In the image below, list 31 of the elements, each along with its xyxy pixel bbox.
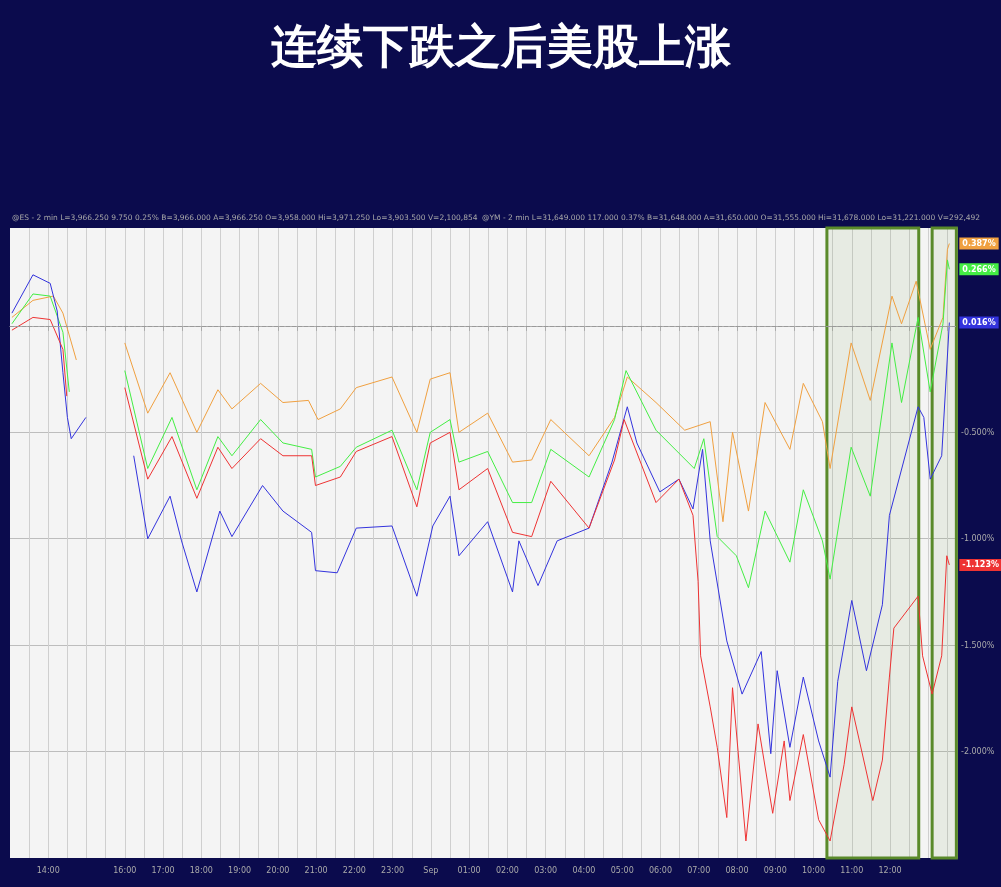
x-tick-label: Sep [423, 865, 439, 875]
x-tick-label: 14:00 [36, 865, 60, 875]
data-label: -1.123% [962, 560, 999, 570]
data-label: 0.016% [962, 318, 996, 327]
x-tick-label: 05:00 [610, 865, 634, 875]
data-label: 0.387% [962, 239, 996, 249]
x-tick-label: 06:00 [648, 865, 672, 875]
x-tick-label: 18:00 [189, 865, 213, 875]
x-tick-label: 03:00 [534, 865, 558, 875]
x-tick-label: 10:00 [801, 865, 826, 875]
y-tick-label: -1.000% [961, 534, 995, 544]
x-tick-label: 11:00 [840, 865, 864, 875]
x-tick-label: 01:00 [457, 865, 481, 875]
x-tick-label: 23:00 [381, 865, 405, 875]
y-tick-label: -0.500% [961, 427, 995, 437]
y-tick-label: -1.500% [961, 640, 995, 650]
x-tick-label: 16:00 [113, 865, 137, 875]
data-label: 0.266% [962, 264, 996, 274]
x-tick-label: 08:00 [725, 865, 749, 875]
x-tick-label: 22:00 [342, 865, 366, 875]
x-tick-label: 09:00 [763, 865, 787, 875]
x-tick-label: 12:00 [878, 865, 902, 875]
x-tick-label: 19:00 [228, 865, 252, 875]
x-tick-label: 20:00 [266, 865, 290, 875]
x-tick-label: 04:00 [572, 865, 596, 875]
x-tick-label: 21:00 [304, 865, 328, 875]
x-tick-label: 07:00 [687, 865, 711, 875]
x-tick-label: 17:00 [151, 865, 175, 875]
x-tick-label: 02:00 [495, 865, 519, 875]
chart-title: 连续下跌之后美股上涨 [270, 19, 732, 73]
y-tick-label: -2.000% [961, 747, 995, 757]
